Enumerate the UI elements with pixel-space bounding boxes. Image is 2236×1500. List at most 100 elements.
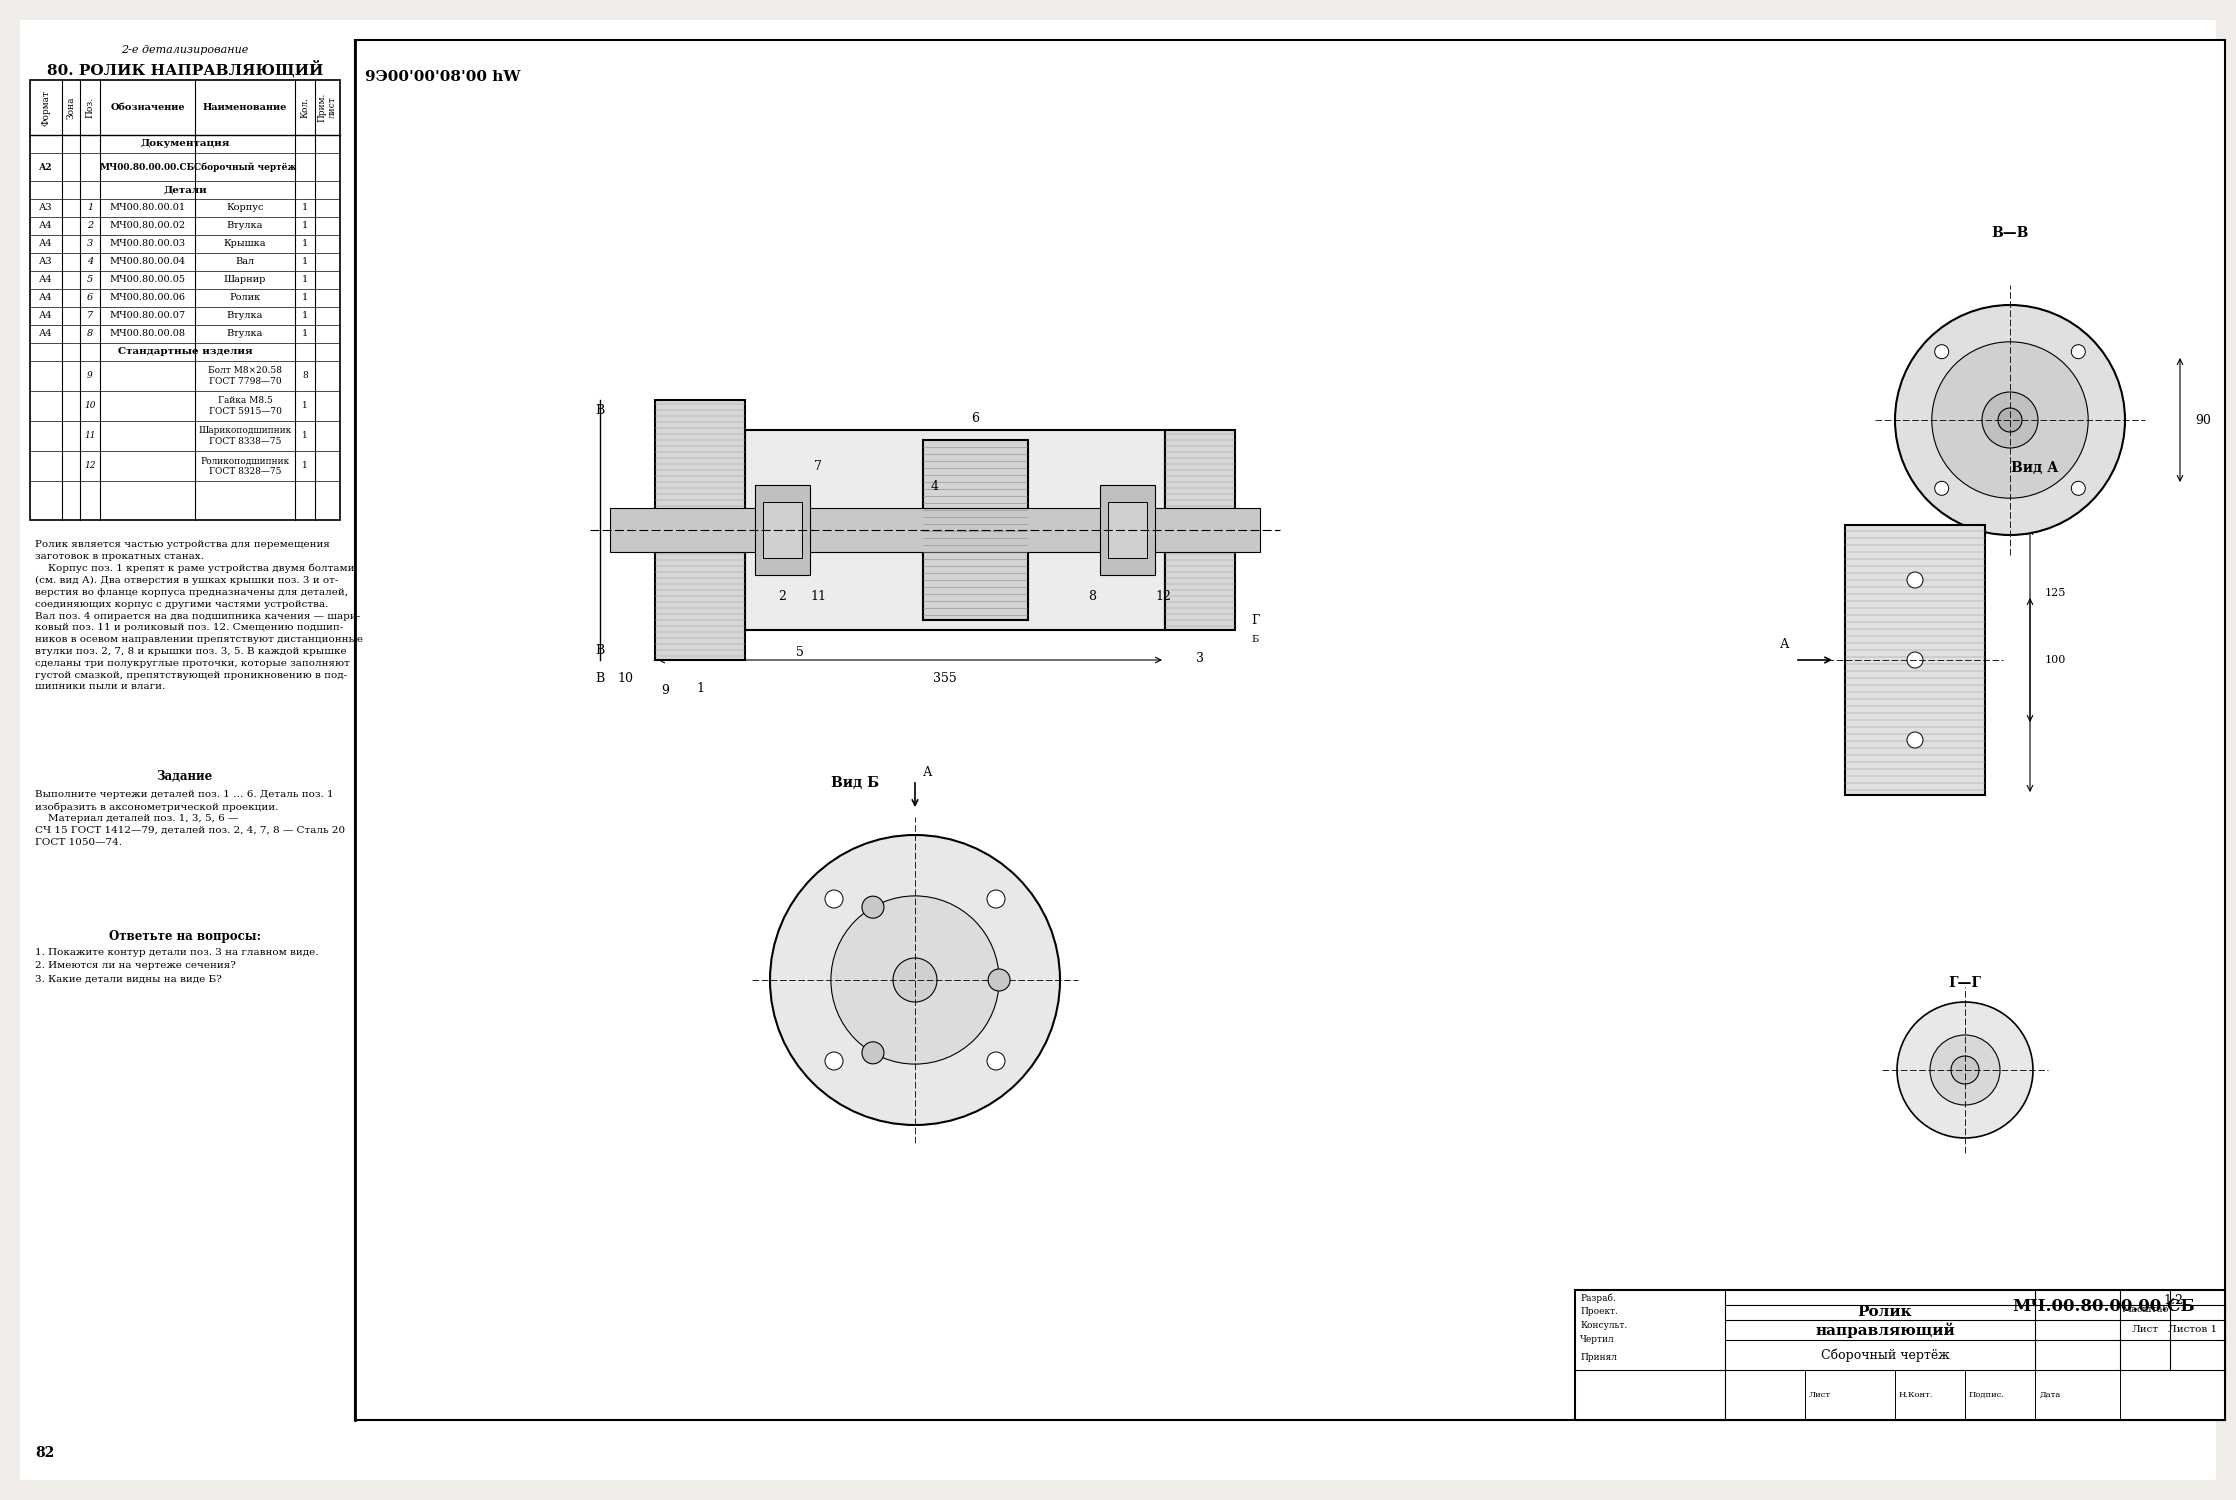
Text: Формат: Формат (42, 90, 51, 126)
Circle shape (1907, 572, 1923, 588)
Text: Ролик: Ролик (1858, 1305, 1912, 1318)
Text: 1: 1 (302, 222, 309, 231)
Text: А4: А4 (40, 294, 54, 303)
Text: МЧ00.80.00.00.СБ: МЧ00.80.00.00.СБ (101, 162, 195, 171)
Text: Б: Б (1252, 636, 1259, 645)
Text: 11: 11 (85, 432, 96, 441)
Text: МЧ00.80.00.06: МЧ00.80.00.06 (110, 294, 186, 303)
Text: 11: 11 (809, 591, 825, 603)
Text: Дата: Дата (2039, 1390, 2062, 1400)
Circle shape (1896, 1002, 2033, 1138)
Circle shape (2071, 345, 2086, 358)
Text: А4: А4 (40, 222, 54, 231)
Text: 6: 6 (970, 411, 979, 424)
Text: А4: А4 (40, 276, 54, 285)
Text: МЧ00.80.00.03: МЧ00.80.00.03 (110, 240, 186, 249)
Text: А4: А4 (40, 330, 54, 339)
Circle shape (769, 836, 1060, 1125)
Text: 3: 3 (1196, 651, 1203, 664)
Text: 1: 1 (302, 294, 309, 303)
Text: 1: 1 (302, 258, 309, 267)
Text: Лист: Лист (1809, 1390, 1831, 1400)
Text: Шарнир: Шарнир (224, 276, 266, 285)
Text: 8: 8 (302, 372, 309, 381)
Text: Наименование: Наименование (203, 104, 286, 112)
Text: 8: 8 (87, 330, 94, 339)
Text: 82: 82 (36, 1446, 54, 1460)
Text: Консульт.: Консульт. (1581, 1322, 1628, 1330)
Text: Поз.: Поз. (85, 98, 94, 118)
Text: 1: 1 (302, 432, 309, 441)
Text: А4: А4 (40, 240, 54, 249)
Text: 9: 9 (662, 684, 669, 696)
Circle shape (988, 969, 1011, 992)
Text: Втулка: Втулка (226, 222, 264, 231)
Circle shape (1894, 304, 2124, 536)
Text: 1: 1 (302, 330, 309, 339)
Text: Листов 1: Листов 1 (2169, 1326, 2218, 1335)
Text: В: В (595, 672, 604, 684)
Text: Вид А: Вид А (2012, 460, 2059, 476)
Text: 3: 3 (87, 240, 94, 249)
Text: Роликоподшипник
ГОСТ 8328—75: Роликоподшипник ГОСТ 8328—75 (201, 456, 291, 476)
Text: Ролик: Ролик (230, 294, 262, 303)
Circle shape (892, 958, 937, 1002)
Text: 1:2: 1:2 (2162, 1293, 2182, 1306)
Text: МЧ.00.80.00.00.СБ: МЧ.00.80.00.00.СБ (2012, 1298, 2196, 1316)
Text: 1: 1 (302, 240, 309, 249)
Text: направляющий: направляющий (1816, 1323, 1954, 1338)
Text: Прим.
лист: Прим. лист (318, 93, 338, 122)
Text: Подпис.: Подпис. (1970, 1390, 2006, 1400)
Text: 10: 10 (617, 672, 633, 684)
Text: Документация: Документация (141, 140, 230, 148)
Text: Лист: Лист (2131, 1326, 2158, 1335)
Bar (1100, 484, 1156, 574)
Text: 5: 5 (796, 645, 805, 658)
Text: 1: 1 (302, 312, 309, 321)
FancyBboxPatch shape (20, 20, 2216, 1480)
Text: Крышка: Крышка (224, 240, 266, 249)
Text: 5: 5 (87, 276, 94, 285)
Bar (356, 40, 2225, 1420)
Text: МЧ00.80.00.05: МЧ00.80.00.05 (110, 276, 186, 285)
Text: Детали: Детали (163, 186, 208, 195)
Text: МЧ00.80.00.08: МЧ00.80.00.08 (110, 330, 186, 339)
Text: 12: 12 (85, 462, 96, 471)
Text: Н.Конт.: Н.Конт. (1898, 1390, 1934, 1400)
Text: Втулка: Втулка (226, 312, 264, 321)
Bar (745, 430, 1165, 630)
Circle shape (1932, 342, 2088, 498)
Text: В—В: В—В (1992, 226, 2028, 240)
Text: 1: 1 (695, 681, 704, 694)
Text: 1: 1 (302, 402, 309, 411)
Text: 4: 4 (930, 480, 939, 492)
Text: 12: 12 (1156, 591, 1172, 603)
Circle shape (2071, 482, 2086, 495)
Text: 1: 1 (302, 276, 309, 285)
Text: 1: 1 (87, 204, 94, 213)
Text: Шарикоподшипник
ГОСТ 8338—75: Шарикоподшипник ГОСТ 8338—75 (199, 426, 291, 445)
Bar (1845, 525, 1986, 795)
Bar (1109, 503, 1147, 558)
Circle shape (861, 896, 883, 918)
Text: Масштаб: Масштаб (2122, 1305, 2169, 1314)
Text: 1: 1 (302, 204, 309, 213)
Circle shape (1907, 652, 1923, 668)
Text: Втулка: Втулка (226, 330, 264, 339)
Text: В: В (595, 404, 604, 417)
Circle shape (1930, 1035, 1999, 1106)
Text: 7: 7 (814, 460, 823, 474)
Text: А: А (923, 766, 932, 780)
Text: Гайка М8.5
ГОСТ 5915—70: Гайка М8.5 ГОСТ 5915—70 (208, 396, 282, 416)
Text: Выполните чертежи деталей поз. 1 … 6. Деталь поз. 1
изобразить в аксонометрическ: Выполните чертежи деталей поз. 1 … 6. Де… (36, 790, 344, 847)
Bar (762, 503, 803, 558)
Text: 125: 125 (2046, 588, 2066, 598)
Text: 1. Покажите контур детали поз. 3 на главном виде.
2. Имеются ли на чертеже сечен: 1. Покажите контур детали поз. 3 на глав… (36, 948, 318, 984)
Text: Кол.: Кол. (300, 98, 309, 118)
Text: Г—Г: Г—Г (1948, 976, 1981, 990)
Circle shape (1981, 392, 2037, 448)
Text: 9: 9 (87, 372, 94, 381)
Circle shape (825, 1052, 843, 1070)
Circle shape (861, 1042, 883, 1064)
Circle shape (1934, 482, 1950, 495)
